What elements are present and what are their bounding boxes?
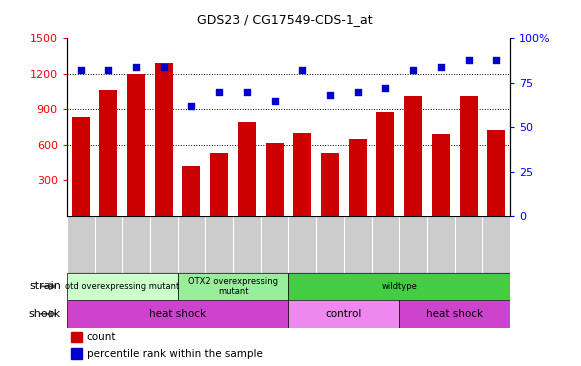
Point <box>104 67 113 73</box>
Text: control: control <box>326 309 362 319</box>
Bar <box>293 133 311 216</box>
Text: heat shock: heat shock <box>426 309 483 319</box>
Text: shock: shock <box>28 309 61 319</box>
Point <box>381 85 390 91</box>
Bar <box>182 166 200 216</box>
Point <box>187 103 196 109</box>
Bar <box>71 116 89 216</box>
Bar <box>178 273 288 300</box>
Bar <box>288 273 510 300</box>
Bar <box>460 96 478 216</box>
Text: wildtype: wildtype <box>381 282 417 291</box>
Point <box>492 57 501 63</box>
Bar <box>399 300 510 328</box>
Bar <box>349 139 367 216</box>
Bar <box>376 112 394 216</box>
Text: heat shock: heat shock <box>149 309 206 319</box>
Bar <box>71 332 83 342</box>
Point <box>76 67 85 73</box>
Point <box>297 67 307 73</box>
Point <box>270 98 279 104</box>
Bar <box>210 153 228 216</box>
Point <box>131 64 141 70</box>
Text: GDS23 / CG17549-CDS-1_at: GDS23 / CG17549-CDS-1_at <box>197 13 372 26</box>
Bar <box>487 130 505 216</box>
Text: strain: strain <box>29 281 61 291</box>
Text: count: count <box>87 332 116 342</box>
Bar <box>127 74 145 216</box>
Text: otd overexpressing mutant: otd overexpressing mutant <box>65 282 180 291</box>
Bar <box>266 143 284 216</box>
Bar <box>67 273 178 300</box>
Point <box>408 67 418 73</box>
Bar <box>321 153 339 216</box>
Bar <box>67 300 288 328</box>
Bar <box>71 348 83 359</box>
Point <box>353 89 363 94</box>
Point <box>325 92 335 98</box>
Point <box>464 57 473 63</box>
Bar <box>99 90 117 216</box>
Bar <box>288 300 399 328</box>
Bar <box>432 134 450 216</box>
Bar <box>238 123 256 216</box>
Point <box>242 89 252 94</box>
Text: percentile rank within the sample: percentile rank within the sample <box>87 349 263 359</box>
Bar <box>155 63 173 216</box>
Text: OTX2 overexpressing
mutant: OTX2 overexpressing mutant <box>188 277 278 296</box>
Point <box>159 64 168 70</box>
Point <box>214 89 224 94</box>
Point <box>436 64 446 70</box>
Bar <box>404 96 422 216</box>
